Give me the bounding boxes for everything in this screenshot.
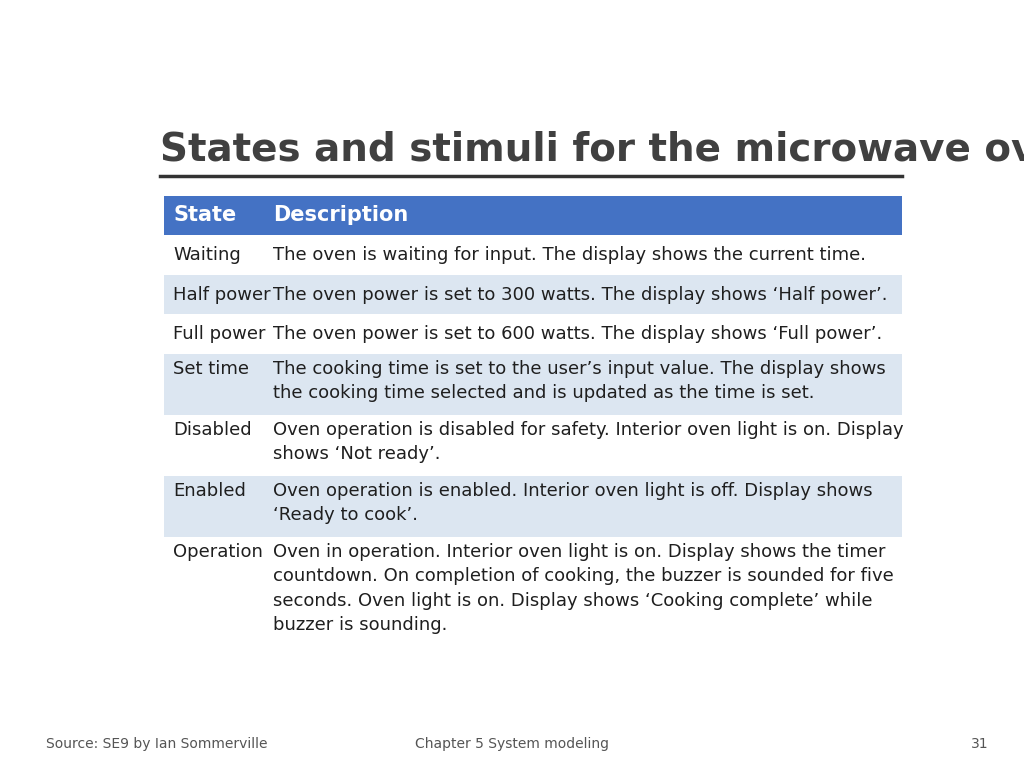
Text: 31: 31 bbox=[971, 737, 988, 751]
Text: Oven in operation. Interior oven light is on. Display shows the timer
countdown.: Oven in operation. Interior oven light i… bbox=[272, 543, 894, 634]
FancyBboxPatch shape bbox=[164, 415, 902, 476]
FancyBboxPatch shape bbox=[164, 275, 902, 315]
FancyBboxPatch shape bbox=[164, 476, 902, 537]
Text: The cooking time is set to the user’s input value. The display shows
the cooking: The cooking time is set to the user’s in… bbox=[272, 360, 886, 402]
FancyBboxPatch shape bbox=[164, 196, 902, 235]
Text: The oven power is set to 300 watts. The display shows ‘Half power’.: The oven power is set to 300 watts. The … bbox=[272, 286, 888, 303]
Text: Waiting: Waiting bbox=[173, 246, 241, 264]
Text: Operation: Operation bbox=[173, 543, 263, 561]
Text: Source: SE9 by Ian Sommerville: Source: SE9 by Ian Sommerville bbox=[46, 737, 267, 751]
FancyBboxPatch shape bbox=[164, 354, 902, 415]
Text: The oven power is set to 600 watts. The display shows ‘Full power’.: The oven power is set to 600 watts. The … bbox=[272, 326, 882, 343]
Text: Description: Description bbox=[272, 206, 409, 226]
Text: Full power: Full power bbox=[173, 326, 266, 343]
Text: Chapter 5 System modeling: Chapter 5 System modeling bbox=[415, 737, 609, 751]
Text: Oven operation is enabled. Interior oven light is off. Display shows
‘Ready to c: Oven operation is enabled. Interior oven… bbox=[272, 482, 872, 525]
Text: Set time: Set time bbox=[173, 360, 249, 378]
Text: Half power: Half power bbox=[173, 286, 271, 303]
FancyBboxPatch shape bbox=[164, 537, 902, 641]
Text: States and stimuli for the microwave oven (a): States and stimuli for the microwave ove… bbox=[160, 131, 1024, 169]
FancyBboxPatch shape bbox=[164, 235, 902, 275]
FancyBboxPatch shape bbox=[164, 315, 902, 354]
Text: Oven operation is disabled for safety. Interior oven light is on. Display
shows : Oven operation is disabled for safety. I… bbox=[272, 421, 903, 463]
Text: Disabled: Disabled bbox=[173, 421, 252, 439]
Text: The oven is waiting for input. The display shows the current time.: The oven is waiting for input. The displ… bbox=[272, 246, 866, 264]
Text: State: State bbox=[173, 206, 237, 226]
Text: Enabled: Enabled bbox=[173, 482, 246, 500]
